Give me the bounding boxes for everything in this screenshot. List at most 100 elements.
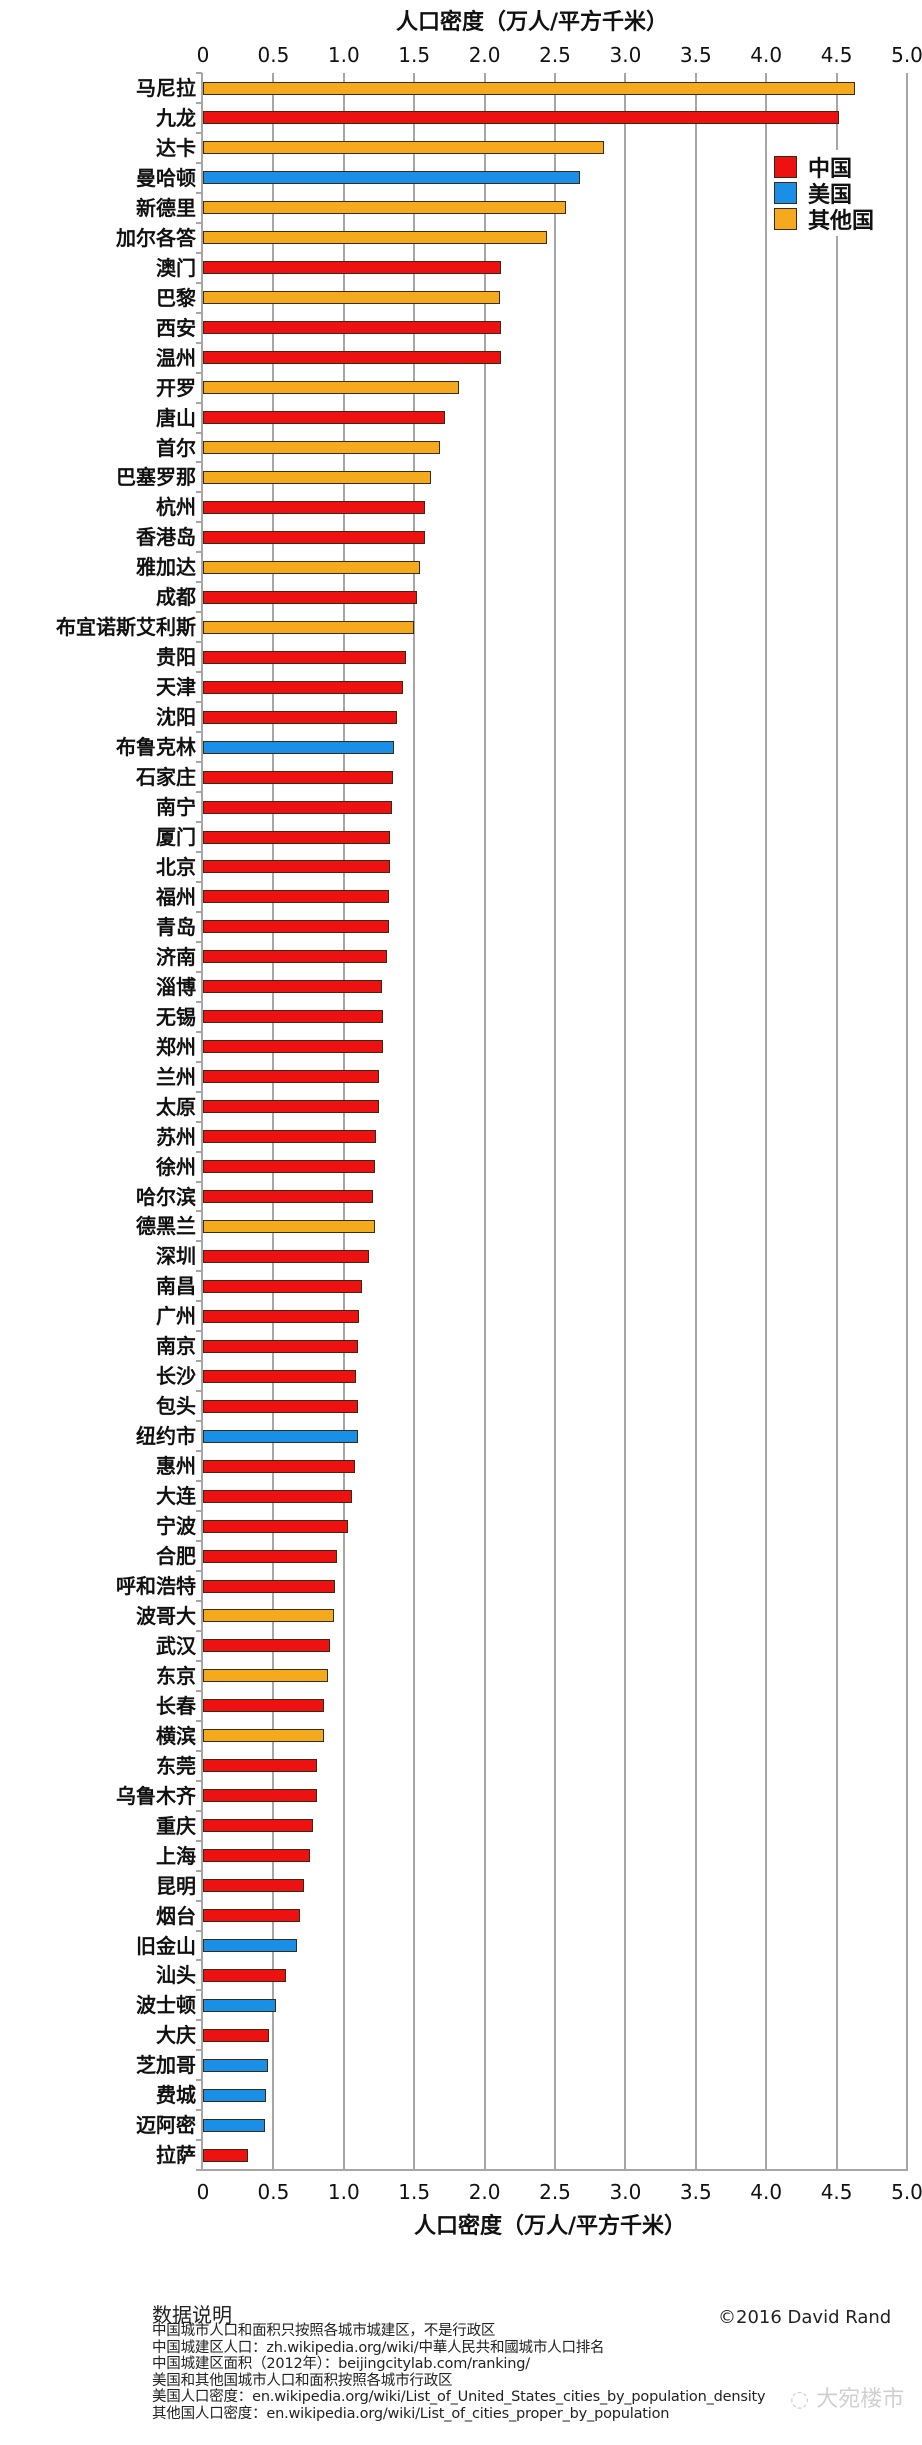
top-tick-label: 2.0 [468, 43, 501, 67]
y-tick [196, 1390, 202, 1393]
y-tick [196, 1150, 202, 1153]
city-label: 武汉 [156, 1633, 196, 1658]
y-tick [196, 910, 202, 913]
city-label: 太原 [156, 1094, 196, 1119]
legend: 中国 美国 其他国 [768, 150, 881, 236]
bar [203, 830, 391, 844]
top-tick-label: 2.5 [539, 43, 571, 67]
y-tick [196, 1030, 202, 1033]
city-label: 苏州 [156, 1124, 196, 1149]
y-tick [196, 1959, 202, 1962]
y-tick [196, 1180, 202, 1183]
y-tick [196, 461, 202, 464]
city-label: 郑州 [156, 1034, 196, 1059]
city-label: 无锡 [156, 1004, 196, 1029]
legend-swatch-china [774, 156, 797, 178]
bottom-tick-label: 1.0 [327, 2180, 360, 2204]
bar [203, 1160, 375, 1174]
city-label: 波哥大 [136, 1603, 196, 1628]
bottom-tick-label: 0 [196, 2180, 210, 2204]
y-tick [196, 2079, 202, 2082]
gridline [694, 73, 697, 2171]
city-label: 巴黎 [156, 285, 196, 310]
city-label: 大庆 [156, 2023, 196, 2048]
y-tick [196, 1599, 202, 1602]
y-tick [196, 221, 202, 224]
city-label: 乌鲁木齐 [116, 1783, 196, 1808]
y-tick [196, 1090, 202, 1093]
bar [203, 1279, 363, 1293]
city-label: 巴塞罗那 [116, 465, 196, 490]
city-label: 深圳 [156, 1244, 196, 1269]
bar [203, 1040, 384, 1054]
city-label: 呼和浩特 [116, 1574, 196, 1598]
legend-swatch-usa [774, 182, 797, 204]
city-label: 澳门 [156, 255, 196, 280]
y-tick [196, 1779, 202, 1782]
top-tick-label: 4.0 [750, 43, 783, 67]
city-label: 雅加达 [136, 555, 196, 580]
y-tick [196, 72, 202, 74]
plot-area: 马尼拉 九龙 达卡 曼哈顿 新德里 加尔各答 澳门 巴黎 西安 温州 开罗 唐山 首尔 巴塞罗那 杭州 香港岛… [56, 72, 908, 2172]
city-label: 九龙 [156, 105, 196, 130]
wechat-icon: ◌ [790, 2387, 810, 2412]
bar [203, 920, 389, 934]
city-label: 烟台 [156, 1903, 196, 1928]
bar [203, 800, 392, 814]
city-label: 达卡 [156, 135, 196, 160]
bar [203, 1429, 358, 1443]
bottom-tick-label: 1.5 [398, 2180, 431, 2204]
y-tick [196, 731, 202, 734]
city-label: 重庆 [156, 1813, 196, 1838]
city-label: 淄博 [156, 974, 196, 999]
y-tick [196, 970, 202, 973]
y-tick [196, 2019, 202, 2022]
city-label: 东京 [156, 1663, 196, 1688]
y-tick [196, 191, 202, 194]
y-tick [196, 880, 202, 883]
top-tick-label: 5.0 [891, 43, 922, 67]
city-label: 昆明 [156, 1873, 196, 1898]
top-tick-label: 0 [196, 43, 210, 67]
bar [203, 1369, 357, 1383]
y-tick [196, 1120, 202, 1123]
bar [203, 1699, 325, 1713]
city-label: 开罗 [156, 375, 196, 400]
bottom-tick-label: 3.0 [609, 2180, 642, 2204]
bar [203, 1070, 379, 1084]
y-tick [196, 821, 202, 823]
city-label: 合肥 [156, 1544, 196, 1569]
city-label: 唐山 [156, 405, 196, 430]
bar [203, 1639, 330, 1653]
city-label: 芝加哥 [136, 2053, 196, 2078]
x-axis-line [201, 2169, 908, 2172]
legend-label-usa: 美国 [808, 183, 853, 208]
bar [203, 590, 418, 604]
bar [203, 1130, 377, 1144]
top-axis-title: 人口密度（万人/平方千米） [395, 10, 669, 35]
bar [203, 2088, 267, 2102]
bar [203, 1459, 356, 1473]
city-label: 旧金山 [136, 1933, 196, 1958]
bar [203, 2118, 265, 2132]
footer-heading: 数据说明 [152, 2303, 232, 2327]
footer-note: 中国城市人口和面积只按照各城市城建区，不是行政区 [152, 2323, 496, 2339]
y-tick [196, 2169, 202, 2172]
bar [203, 141, 605, 155]
city-label: 拉萨 [156, 2143, 196, 2168]
footer-note: 美国和其他国城市人口和面积按照各城市行政区 [152, 2372, 453, 2389]
bar [203, 351, 502, 365]
bar [203, 1100, 379, 1114]
bar [203, 411, 446, 425]
footer-note: 中国城建区面积（2012年）：beijingcitylab.com/rankin… [152, 2356, 530, 2372]
bar [203, 81, 855, 95]
y-tick [196, 521, 202, 524]
gridline [413, 73, 416, 2171]
y-tick [196, 1719, 202, 1722]
y-tick [196, 251, 202, 254]
y-tick [196, 1450, 202, 1453]
y-tick [196, 311, 202, 314]
watermark-text: 大宛楼市 [816, 2387, 905, 2412]
legend-item-other: 其他国 [774, 206, 874, 234]
bar [203, 1819, 313, 1833]
